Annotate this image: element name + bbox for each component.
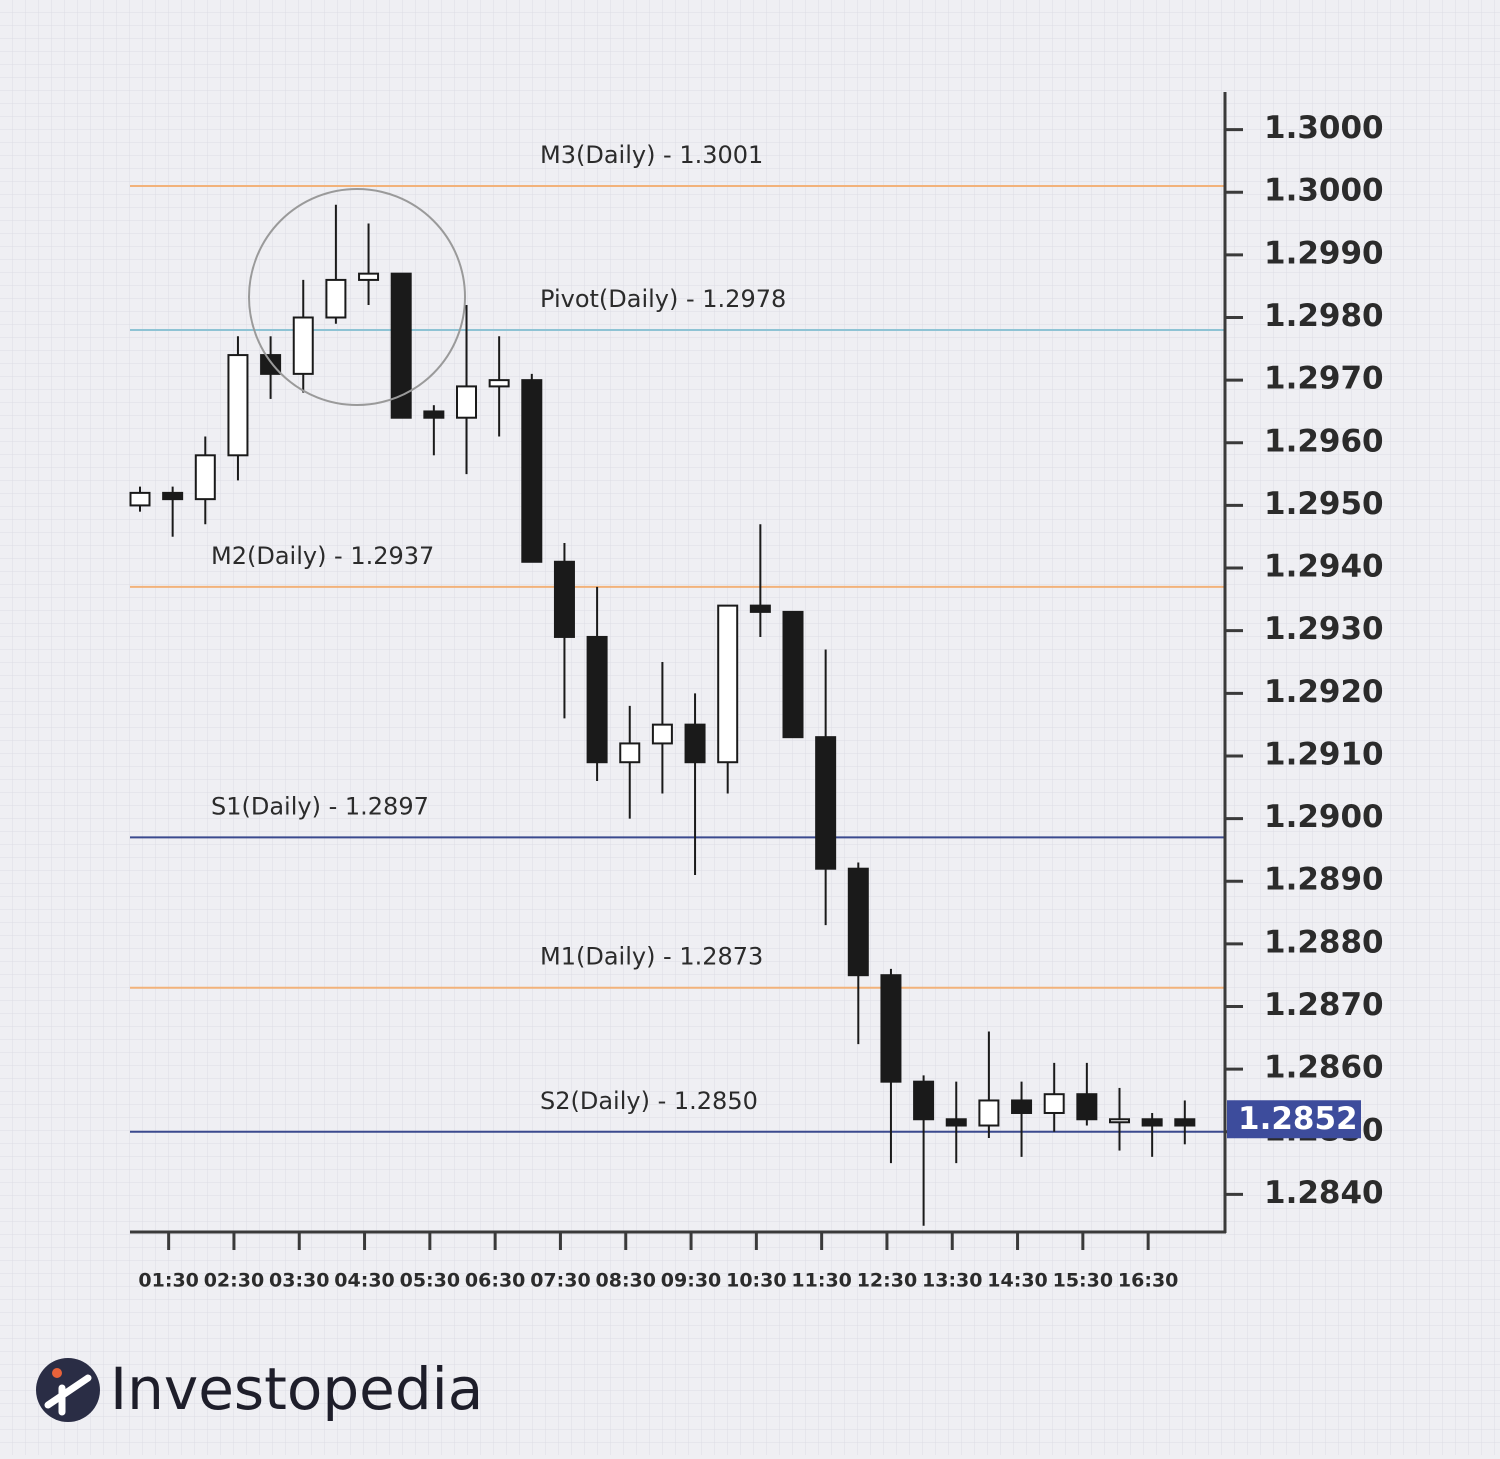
y-tick-label: 1.2980 — [1264, 298, 1384, 334]
candle-body — [913, 1080, 935, 1121]
level-label: S2(Daily) - 1.2850 — [540, 1087, 758, 1115]
candle-body — [684, 723, 706, 764]
candle-body — [1141, 1118, 1163, 1127]
x-tick-label: 11:30 — [791, 1270, 851, 1292]
candle-body — [390, 272, 412, 419]
candle-body — [586, 635, 608, 764]
x-tick-label: 07:30 — [530, 1270, 590, 1292]
logo-text: Investopedia — [110, 1355, 483, 1423]
y-tick-label: 1.2880 — [1264, 924, 1384, 960]
current-price-label: 1.2852 — [1238, 1101, 1358, 1137]
x-tick-label: 03:30 — [269, 1270, 329, 1292]
y-tick-label: 1.3000 — [1264, 173, 1384, 209]
x-tick-label: 15:30 — [1053, 1270, 1113, 1292]
y-tick-label: 1.2840 — [1264, 1175, 1384, 1211]
x-tick-label: 12:30 — [857, 1270, 917, 1292]
candle-body — [423, 410, 445, 419]
level-label: M3(Daily) - 1.3001 — [540, 141, 763, 169]
x-tick-label: 04:30 — [334, 1270, 394, 1292]
y-tick-label: 1.2970 — [1264, 361, 1384, 397]
candle-body — [815, 736, 837, 870]
y-tick-label: 1.2860 — [1264, 1050, 1384, 1086]
highlight-circle — [248, 188, 466, 406]
x-tick-label: 08:30 — [596, 1270, 656, 1292]
level-label: Pivot(Daily) - 1.2978 — [540, 285, 786, 313]
x-tick-label: 05:30 — [400, 1270, 460, 1292]
y-tick-label: 1.2930 — [1264, 611, 1384, 647]
x-tick-label: 01:30 — [138, 1270, 198, 1292]
candle-body — [978, 1099, 1000, 1127]
candle-body — [945, 1118, 967, 1127]
plot-area: 1.3000 1.3000 1.2990 1.2980 1.2970 1.2960 1.29… — [129, 110, 1384, 1292]
x-tick-label: 13:30 — [922, 1270, 982, 1292]
candle-body — [1076, 1093, 1098, 1121]
x-tick-label: 02:30 — [204, 1270, 264, 1292]
candle-body — [292, 316, 314, 375]
current-price-tag — [1227, 1100, 1361, 1139]
candle-body — [358, 272, 380, 281]
y-tick-label: 1.2950 — [1264, 486, 1384, 522]
y-tick-label: 1.2890 — [1264, 862, 1384, 898]
candle-body — [521, 379, 543, 563]
candle-body — [619, 742, 641, 764]
level-label: M1(Daily) - 1.2873 — [540, 943, 763, 971]
y-tick-label: 1.2940 — [1264, 549, 1384, 585]
candle-body — [651, 723, 673, 745]
candle-body — [325, 278, 347, 319]
x-tick-label: 16:30 — [1118, 1270, 1178, 1292]
logo-mark — [44, 1374, 92, 1416]
candle-body — [194, 454, 216, 501]
x-tick-label: 10:30 — [726, 1270, 786, 1292]
y-tick-label: 1.2960 — [1264, 423, 1384, 459]
y-tick-label: 1.2900 — [1264, 799, 1384, 835]
y-tick-label: 1.3000 — [1264, 110, 1384, 146]
logo-dot — [52, 1368, 62, 1378]
candle-body — [162, 491, 184, 501]
candle-body — [847, 867, 869, 977]
candle-body — [553, 560, 575, 638]
y-tick-label: 1.2870 — [1264, 987, 1384, 1023]
candle-body — [717, 604, 739, 764]
candle-body — [129, 491, 151, 507]
candle-body — [782, 610, 804, 739]
level-label: S1(Daily) - 1.2897 — [211, 792, 429, 820]
candle-body — [880, 974, 902, 1083]
candle-body — [1011, 1099, 1033, 1114]
candle-body — [488, 379, 510, 388]
candle-body — [1043, 1093, 1065, 1114]
y-tick-label: 1.2910 — [1264, 736, 1384, 772]
x-tick-label: 14:30 — [987, 1270, 1047, 1292]
logo: Investopedia — [36, 1355, 483, 1423]
candle-body — [456, 385, 477, 419]
x-tick-label: 06:30 — [465, 1270, 525, 1292]
candle-body — [1174, 1118, 1196, 1127]
candle-body — [1109, 1118, 1130, 1124]
x-tick-label: 09:30 — [661, 1270, 721, 1292]
y-tick-label: 1.2990 — [1264, 235, 1384, 271]
candle-body — [749, 604, 771, 613]
y-tick-label: 1.2920 — [1264, 674, 1384, 710]
level-label: M2(Daily) - 1.2937 — [211, 542, 434, 570]
candle-body — [227, 354, 249, 457]
